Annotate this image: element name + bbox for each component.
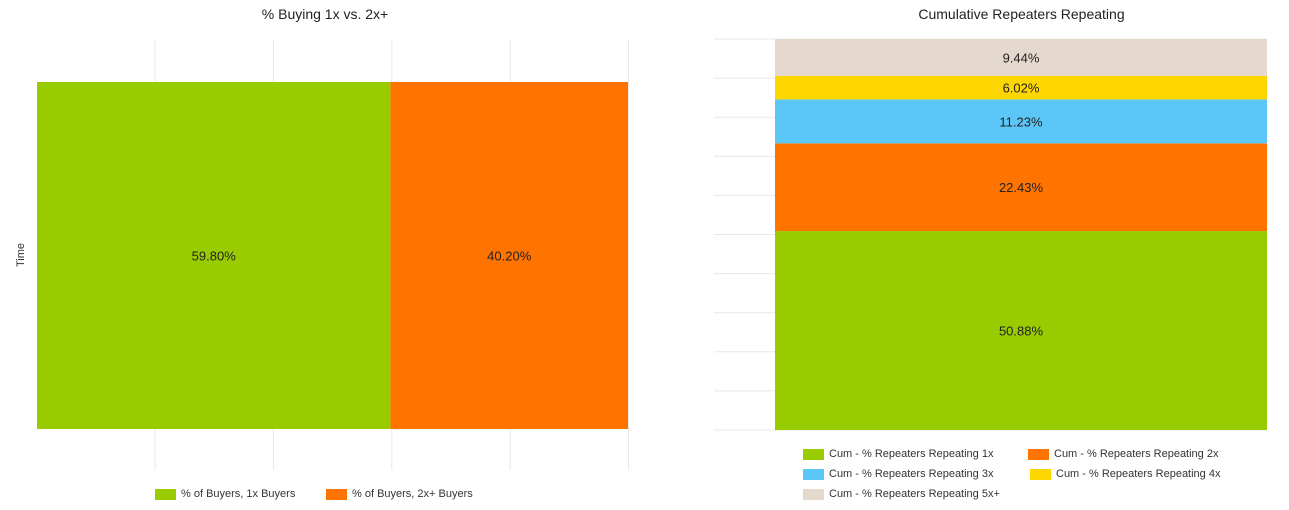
legend-item[interactable]: % of Buyers, 2x+ Buyers [326,488,473,500]
legend-swatch [1028,448,1049,460]
legend-swatch [1030,468,1051,480]
legend-swatch [803,468,824,480]
data-label: 40.20% [487,249,532,264]
legend-label: Cum - % Repeaters Repeating 4x [1056,468,1221,480]
legend-label: Cum - % Repeaters Repeating 2x [1054,448,1219,460]
legend-item[interactable]: Cum - % Repeaters Repeating 2x [1028,448,1218,460]
right-chart-title: Cumulative Repeaters Repeating [918,6,1125,22]
legend-swatch [326,488,347,500]
data-label: 59.80% [192,249,237,264]
legend-swatch [155,488,176,500]
legend-item[interactable]: Cum - % Repeaters Repeating 5x+ [803,488,1000,500]
legend-item[interactable]: % of Buyers, 1x Buyers [155,488,295,500]
legend-label: % of Buyers, 1x Buyers [181,488,296,500]
repeaters-chart: 50.88% 22.43% 11.23% 6.02% 9.44% [714,38,1267,431]
legend-label: % of Buyers, 2x+ Buyers [352,488,473,500]
legend-item[interactable]: Cum - % Repeaters Repeating 1x [803,448,993,460]
legend-item[interactable]: Cum - % Repeaters Repeating 4x [1030,468,1220,480]
data-label: 11.23% [999,114,1043,129]
bar-segment-1 [37,82,391,429]
bar-segment-1 [775,231,1267,430]
legend-swatch [803,448,824,460]
bar-segment-2 [390,82,628,429]
legend-label: Cum - % Repeaters Repeating 1x [829,448,994,460]
left-chart-title: % Buying 1x vs. 2x+ [261,6,389,22]
data-label: 6.02% [1003,81,1040,96]
data-label: 50.88% [999,324,1044,339]
buying-chart: Time 59.80% 40.20% [15,40,630,470]
bar-segment-4 [775,75,1267,100]
bar-segment-2 [775,143,1267,232]
legend-item[interactable]: Cum - % Repeaters Repeating 3x [803,468,993,480]
data-label: 9.44% [1003,50,1040,65]
data-label: 22.43% [999,180,1044,195]
legend-label: Cum - % Repeaters Repeating 3x [829,468,994,480]
bar-segment-5 [775,39,1267,76]
bar-segment-3 [775,99,1267,144]
y-axis-label: Time [15,243,27,267]
legend-swatch [803,488,824,500]
legend-label: Cum - % Repeaters Repeating 5x+ [829,488,1000,500]
